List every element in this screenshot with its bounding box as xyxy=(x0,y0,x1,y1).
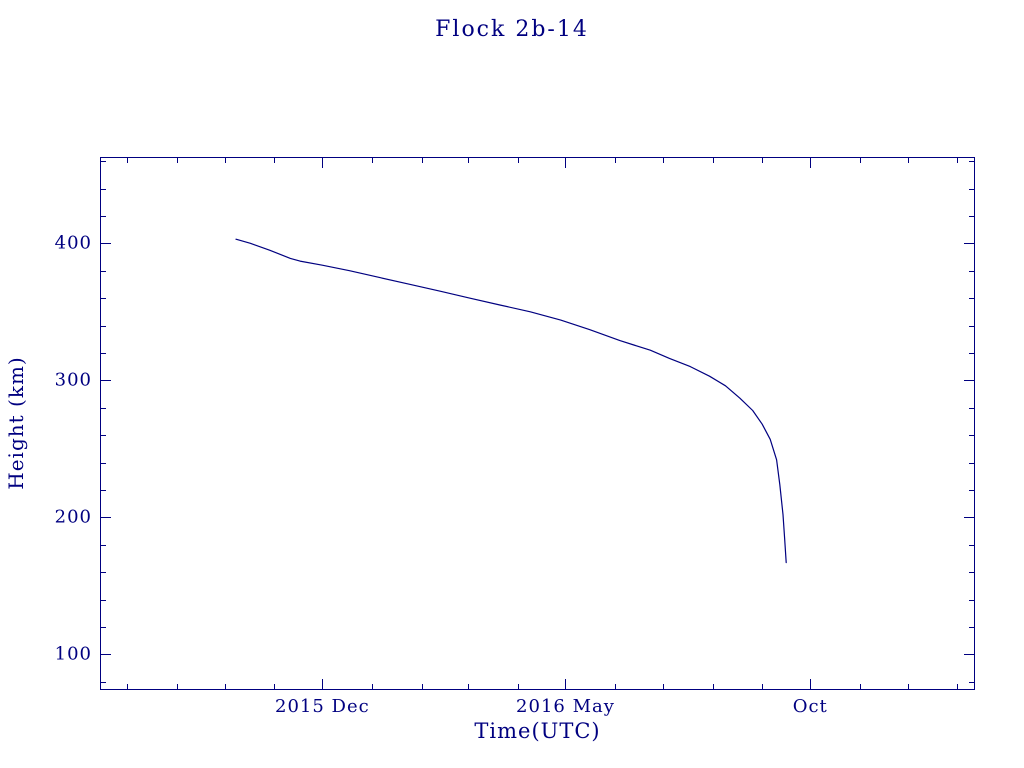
y-tick-label: 100 xyxy=(54,643,92,665)
x-tick-label: 2016 May xyxy=(516,696,615,717)
chart-title: Flock 2b-14 xyxy=(435,17,589,42)
y-tick-label: 300 xyxy=(54,369,92,391)
plot-frame xyxy=(100,157,975,690)
x-axis-label: Time(UTC) xyxy=(474,719,601,743)
y-tick-label: 200 xyxy=(54,506,92,528)
plot-area xyxy=(100,157,975,690)
y-axis-label: Height (km) xyxy=(4,356,28,490)
x-tick-label: 2015 Dec xyxy=(274,696,370,717)
y-tick-label: 400 xyxy=(54,232,92,254)
x-tick-label: Oct xyxy=(792,696,828,717)
